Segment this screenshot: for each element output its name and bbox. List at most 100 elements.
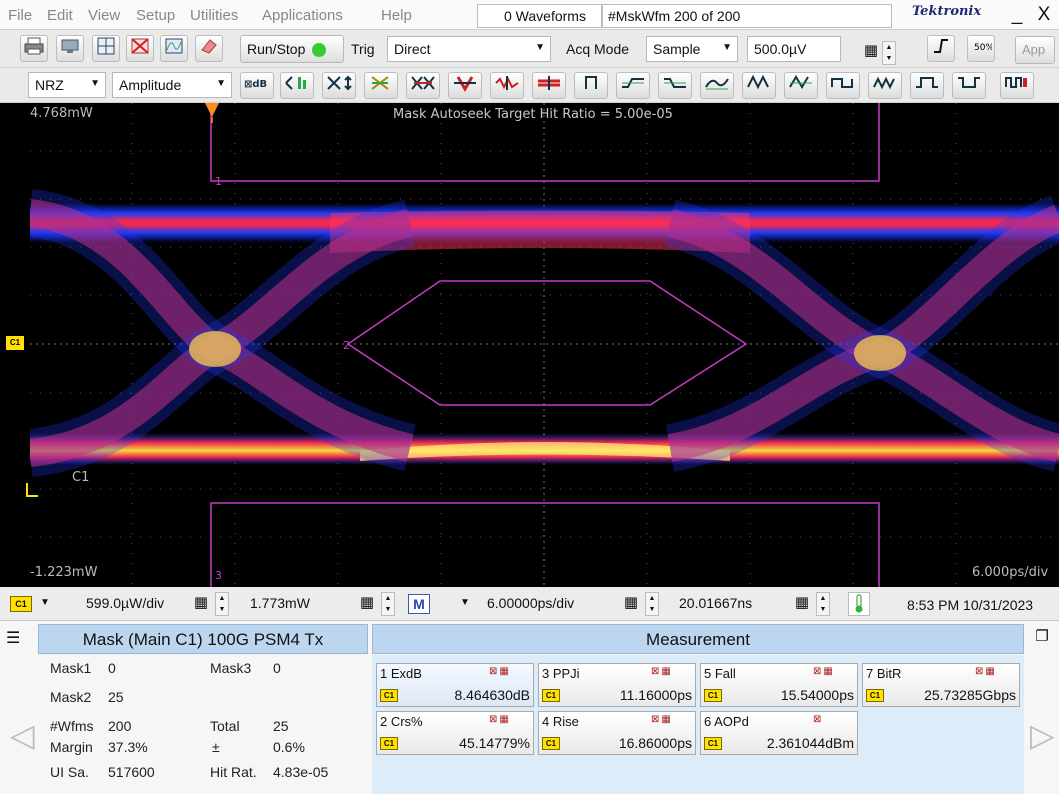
measurement-options-icon[interactable]: ⊠▦ xyxy=(489,714,511,725)
period-icon[interactable] xyxy=(742,72,776,99)
trig-label: Trig xyxy=(351,41,375,57)
measurement-options-icon[interactable]: ⊠▦ xyxy=(813,666,835,677)
menu-applications[interactable]: Applications xyxy=(262,7,343,24)
measurement-rise[interactable]: 4 Rise ⊠▦ C1 16.86000ps xyxy=(538,711,696,755)
close-button[interactable]: X xyxy=(1037,4,1051,25)
eye-diagram[interactable] xyxy=(30,103,1059,587)
horizontal-scale-field[interactable]: 6.00000ps/div xyxy=(487,595,575,611)
menu-view[interactable]: View xyxy=(88,7,121,24)
measurement-options-icon[interactable]: ⊠▦ xyxy=(651,714,673,725)
measurement-options-icon[interactable]: ⊠▦ xyxy=(975,666,997,677)
frequency-icon[interactable] xyxy=(784,72,818,99)
measurement-bitrate[interactable]: 7 BitR ⊠▦ C1 25.73285Gbps xyxy=(862,663,1020,707)
duty-cycle-icon[interactable] xyxy=(826,72,860,99)
measurement-type-select[interactable]: Amplitude ▼ xyxy=(112,72,232,98)
trigger-level-field[interactable]: 500.0µV xyxy=(747,36,841,62)
measurement-value: 45.14779% xyxy=(459,735,530,751)
fall-time-icon[interactable] xyxy=(658,72,692,99)
level-spinner[interactable]: ▲ ▼ xyxy=(882,41,896,65)
mask-3 xyxy=(210,502,880,587)
calculator-icon[interactable]: ▦ xyxy=(794,594,810,611)
channel-position-marker[interactable]: C1 xyxy=(6,336,24,350)
scroll-left-icon[interactable]: ◁ xyxy=(10,717,35,753)
eye-amplitude-icon[interactable] xyxy=(322,72,356,99)
app-button[interactable]: App xyxy=(1015,36,1055,64)
set-level-50-icon[interactable]: 50% xyxy=(967,35,995,62)
trigger-mode-select[interactable]: Direct ▼ xyxy=(387,36,551,62)
measurement-options-icon[interactable]: ⊠▦ xyxy=(489,666,511,677)
measurement-panel-title[interactable]: Measurement xyxy=(372,624,1024,654)
run-stop-button[interactable]: Run/Stop xyxy=(240,35,344,63)
menu-edit[interactable]: Edit xyxy=(47,7,73,24)
measurement-fall[interactable]: 5 Fall ⊠▦ C1 15.54000ps xyxy=(700,663,858,707)
mask-regions xyxy=(210,103,880,587)
measurement-options-icon[interactable]: ⊠ xyxy=(813,714,824,725)
eraser-icon[interactable] xyxy=(195,35,223,62)
menu-utilities[interactable]: Utilities xyxy=(190,7,239,24)
wfms-value: 200 xyxy=(108,718,132,734)
offset-spinner[interactable]: ▲ ▼ xyxy=(381,592,395,616)
trigger-position-marker[interactable] xyxy=(205,103,219,117)
position-spinner[interactable]: ▲ ▼ xyxy=(816,592,830,616)
mask-clear-icon[interactable] xyxy=(126,35,154,62)
menu-bar: File Edit View Setup Utilities Applicati… xyxy=(0,0,1059,30)
tscale-spinner[interactable]: ▲ ▼ xyxy=(645,592,659,616)
signal-type-value: NRZ xyxy=(35,77,64,93)
bottom-panel: ☰ Mask (Main C1) 100G PSM4 Tx Measuremen… xyxy=(0,621,1059,794)
waveform-display[interactable]: C1 4.768mW -1.223mW 6.000ps/div C1 Mask … xyxy=(0,103,1059,587)
chevron-down-icon[interactable]: ▼ xyxy=(460,597,470,608)
calculator-icon[interactable]: ▦ xyxy=(623,594,639,611)
math-button[interactable]: M xyxy=(408,594,430,614)
eye-crossing-icon[interactable] xyxy=(364,72,398,99)
signal-type-select[interactable]: NRZ ▼ xyxy=(28,72,106,98)
run-stop-label: Run/Stop xyxy=(247,41,306,57)
channel-select-button[interactable]: C1 xyxy=(10,596,32,612)
vscale-spinner[interactable]: ▲ ▼ xyxy=(215,592,229,616)
extinction-ratio-db-icon[interactable]: ⊠dB xyxy=(240,72,274,99)
eye-width-icon[interactable] xyxy=(406,72,440,99)
menu-setup[interactable]: Setup xyxy=(136,7,176,24)
cursor-readout-icon[interactable] xyxy=(92,35,120,62)
measurement-value: 8.464630dB xyxy=(454,687,530,703)
positive-width-icon[interactable] xyxy=(910,72,944,99)
negative-width-icon[interactable] xyxy=(952,72,986,99)
thermometer-icon[interactable] xyxy=(848,592,870,616)
restore-panel-icon[interactable]: ❐ xyxy=(1035,628,1049,645)
mask-panel-title[interactable]: Mask (Main C1) 100G PSM4 Tx xyxy=(38,624,368,654)
pulse-train-icon[interactable] xyxy=(1000,72,1034,99)
chevron-down-icon: ▼ xyxy=(216,78,226,89)
snr-icon[interactable] xyxy=(532,72,566,99)
chevron-down-icon[interactable]: ▼ xyxy=(40,597,50,608)
vertical-scale-field[interactable]: 599.0µW/div xyxy=(86,595,165,611)
scroll-right-icon[interactable]: ▷ xyxy=(1030,717,1055,753)
burst-width-icon[interactable] xyxy=(868,72,902,99)
toolbar-measurements: NRZ ▼ Amplitude ▼ ⊠dB xyxy=(0,68,1059,103)
cycle-area-icon[interactable] xyxy=(700,72,734,99)
calculator-icon[interactable]: ▦ xyxy=(863,42,879,59)
remote-icon[interactable] xyxy=(56,35,84,62)
measurement-options-icon[interactable]: ⊠▦ xyxy=(651,666,673,677)
noise-icon[interactable] xyxy=(490,72,524,99)
vertical-offset-field[interactable]: 1.773mW xyxy=(250,595,310,611)
acq-mode-select[interactable]: Sample ▼ xyxy=(646,36,738,62)
horizontal-position-field[interactable]: 20.01667ns xyxy=(679,595,753,611)
measurement-channel: C1 xyxy=(380,737,398,750)
trigger-slope-icon[interactable] xyxy=(927,35,955,62)
menu-help[interactable]: Help xyxy=(381,7,412,24)
measurement-ppji[interactable]: 3 PPJi ⊠▦ C1 11.16000ps xyxy=(538,663,696,707)
panel-toggle-icon[interactable]: ☰ xyxy=(6,630,21,647)
minimize-button[interactable]: _ xyxy=(1011,4,1023,25)
calculator-icon[interactable]: ▦ xyxy=(359,594,375,611)
measurement-exdb[interactable]: 1 ExdB ⊠▦ C1 8.464630dB xyxy=(376,663,534,707)
menu-file[interactable]: File xyxy=(8,7,33,24)
histogram-icon[interactable] xyxy=(280,72,314,99)
eye-traces xyxy=(30,189,1059,477)
jitter-icon[interactable] xyxy=(448,72,482,99)
rise-time-icon[interactable] xyxy=(616,72,650,99)
pulse-width-icon[interactable] xyxy=(574,72,608,99)
waveform-display-icon[interactable] xyxy=(160,35,188,62)
print-icon[interactable] xyxy=(20,35,48,62)
calculator-icon[interactable]: ▦ xyxy=(193,594,209,611)
measurement-aopd[interactable]: 6 AOPd ⊠ C1 2.361044dBm xyxy=(700,711,858,755)
measurement-crossing[interactable]: 2 Crs% ⊠▦ C1 45.14779% xyxy=(376,711,534,755)
